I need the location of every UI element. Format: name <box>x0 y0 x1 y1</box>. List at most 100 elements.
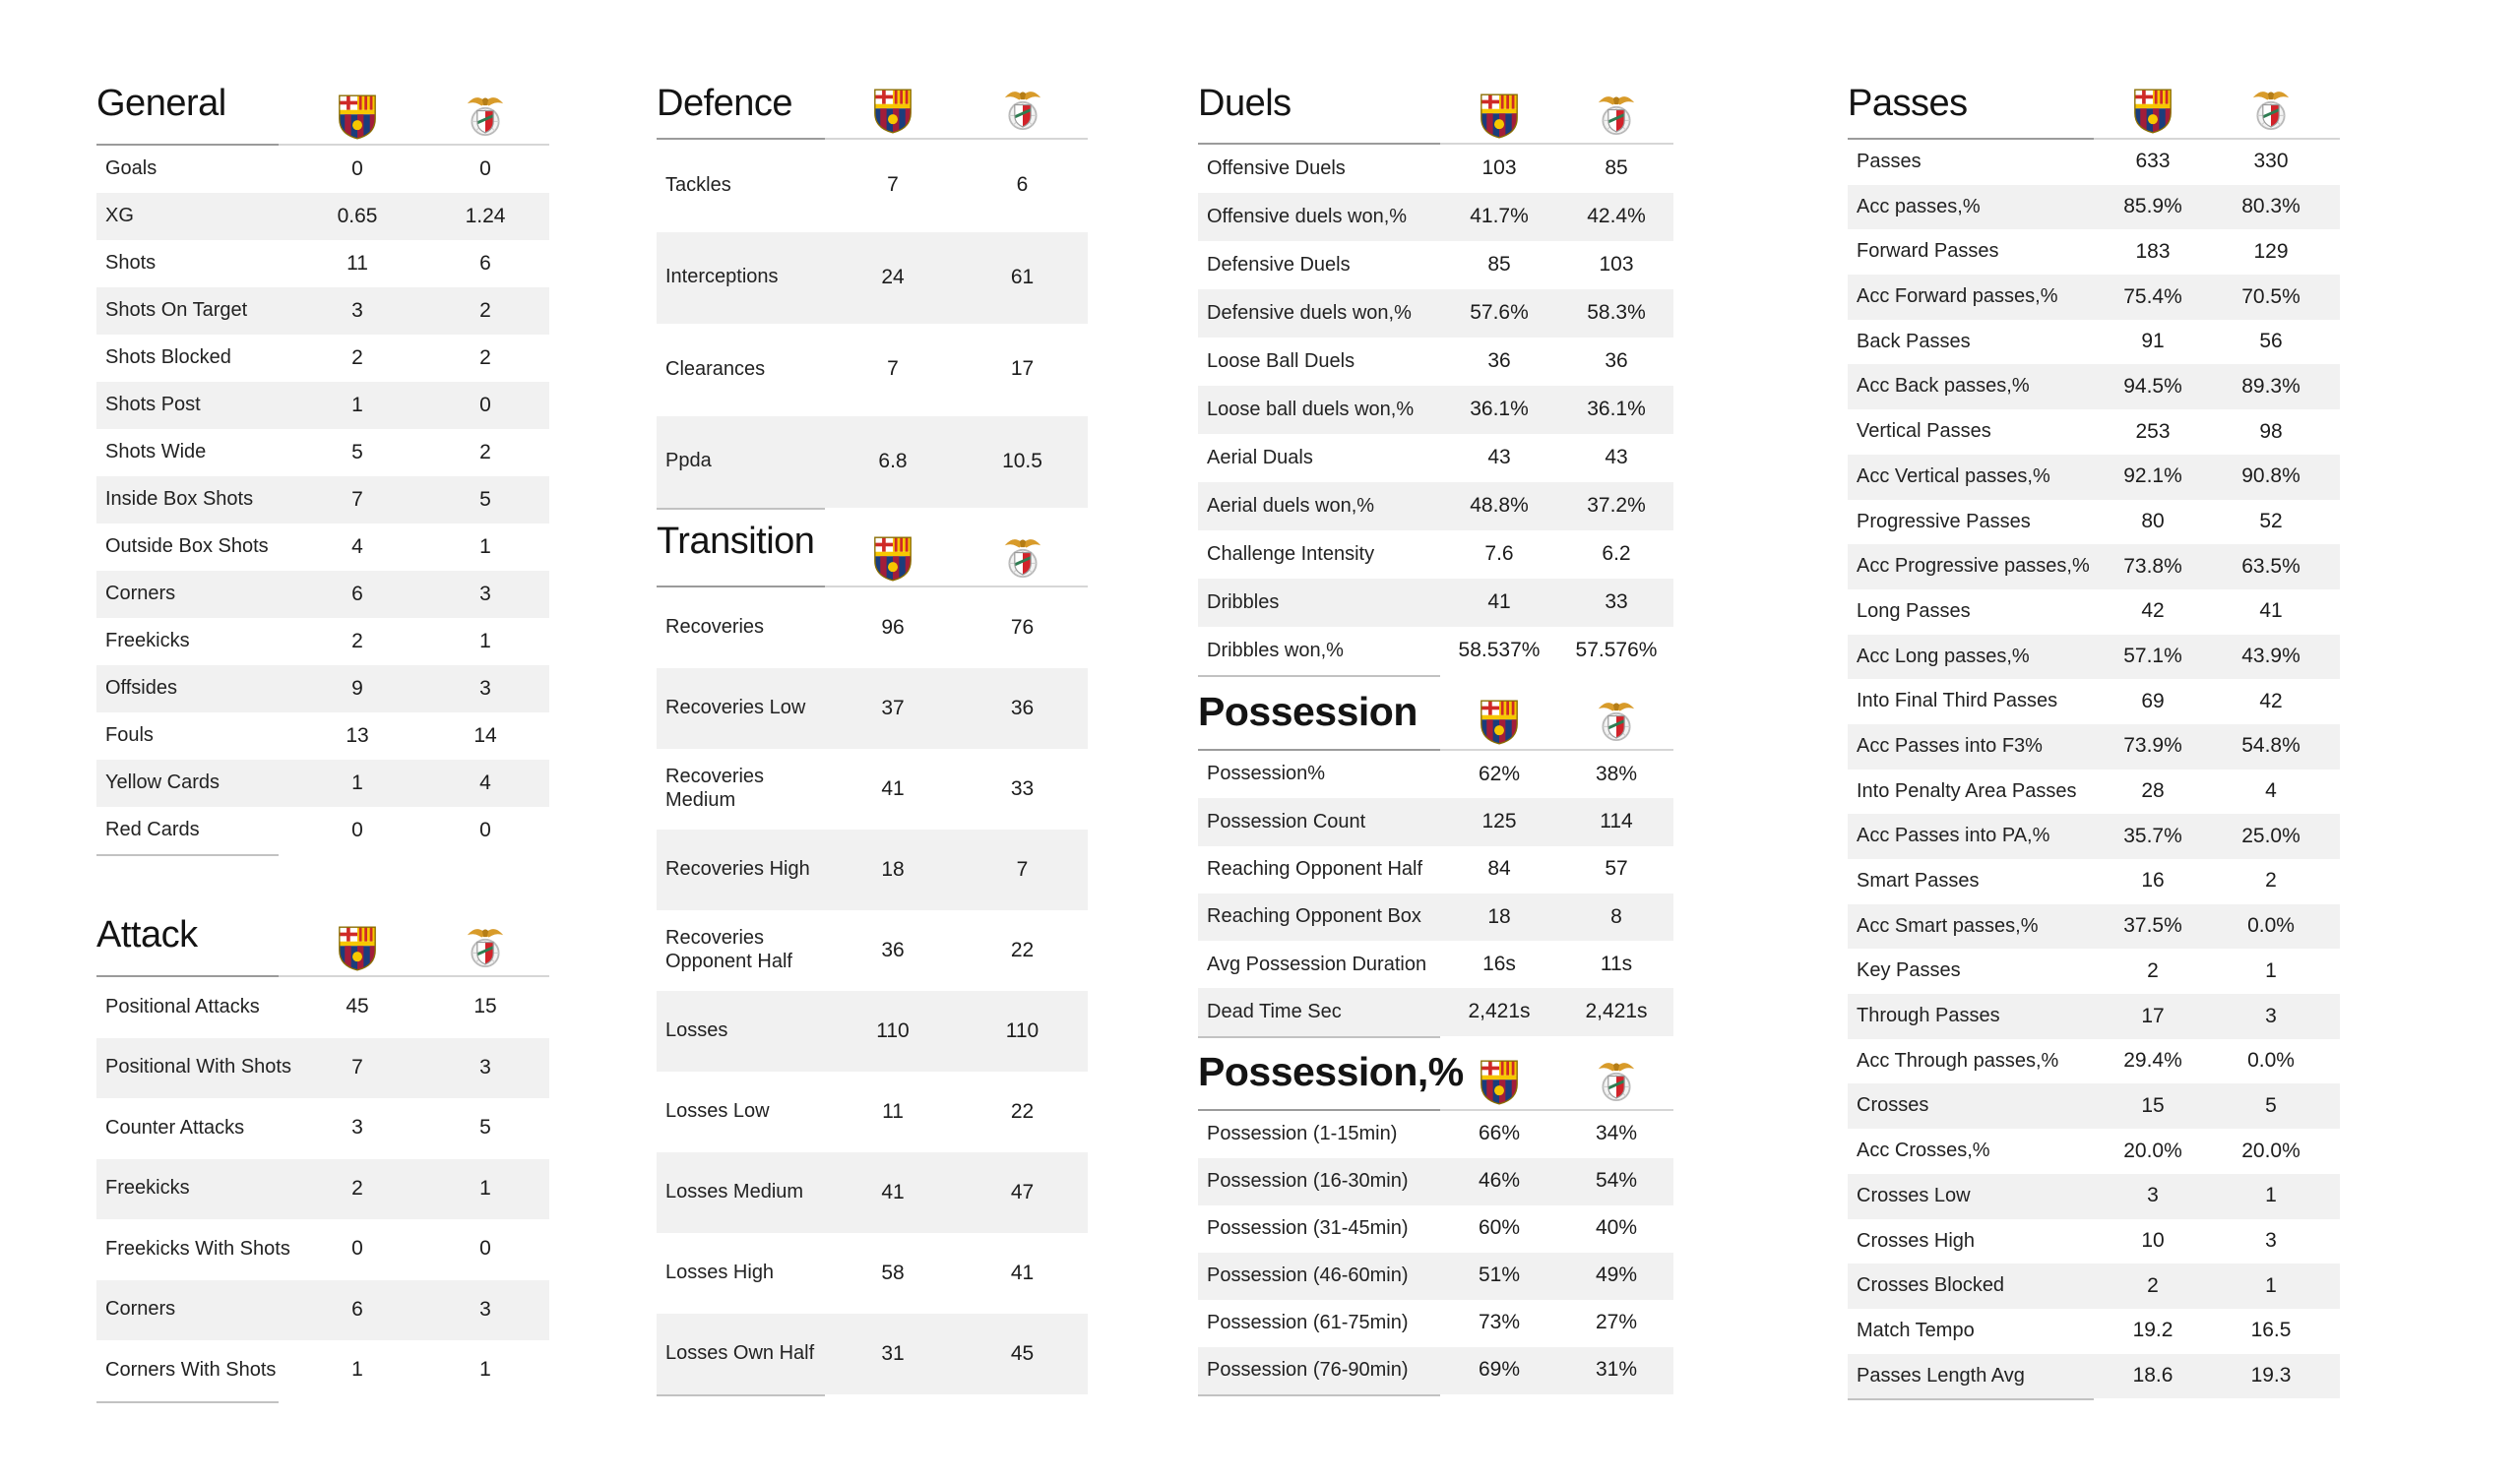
stat-value-home: 6.8 <box>878 449 908 472</box>
stat-label: Dribbles <box>1207 590 1280 613</box>
stat-row: Acc Progressive passes,% 73.8% 63.5% <box>1848 544 2340 589</box>
stat-value-home: 1 <box>351 771 363 794</box>
stat-row: Loose ball duels won,% 36.1% 36.1% <box>1198 386 1673 434</box>
stat-row: Shots Blocked 2 2 <box>96 335 549 382</box>
stat-row: Defensive Duels 85 103 <box>1198 241 1673 289</box>
section-title: Possession <box>1198 689 1418 734</box>
section-footer-line <box>96 1400 279 1403</box>
away-crest-slot <box>1559 1057 1673 1109</box>
away-crest-slot <box>957 533 1088 586</box>
stat-label: Freekicks <box>105 630 190 652</box>
section-rows: Offensive Duels 103 85 Offensive duels won,… <box>1198 145 1673 675</box>
stat-value-away: 0.0% <box>2247 914 2295 938</box>
stat-value-home: 48.8% <box>1470 494 1529 518</box>
stat-value-home: 2 <box>2147 1273 2159 1297</box>
stat-value-home: 3 <box>351 1116 363 1140</box>
section-header: General <box>96 83 549 146</box>
stat-row: Acc Long passes,% 57.1% 43.9% <box>1848 634 2340 680</box>
stat-row: Positional Attacks 45 15 <box>96 977 549 1038</box>
stat-label: Reaching Opponent Half <box>1207 857 1423 880</box>
stat-value-away: 22 <box>1010 938 1035 961</box>
stat-row: Progressive Passes 80 52 <box>1848 500 2340 545</box>
stat-label: Acc Through passes,% <box>1857 1049 2059 1072</box>
stat-label: Possession (1-15min) <box>1207 1122 1398 1144</box>
stat-value-home: 91 <box>2141 330 2165 353</box>
stat-value-away: 1.24 <box>465 204 506 227</box>
stat-label: Smart Passes <box>1857 870 1980 893</box>
stat-value-home: 2,421s <box>1468 1000 1531 1023</box>
stat-value-away: 5 <box>479 487 491 511</box>
stat-label: Loose ball duels won,% <box>1207 398 1415 420</box>
away-crest-slot <box>2202 86 2340 138</box>
section-footer-line <box>1198 1393 1440 1396</box>
stat-value-away: 41 <box>1010 1261 1035 1284</box>
stat-label: Aerial duels won,% <box>1207 494 1375 517</box>
stat-label: Shots <box>105 252 157 275</box>
stat-row: Recoveries Opponent Half 36 22 <box>657 910 1088 991</box>
stat-label: Possession (76-90min) <box>1207 1358 1409 1381</box>
stat-value-away: 1 <box>2265 958 2277 982</box>
stat-label: Passes Length Avg <box>1857 1364 2025 1387</box>
stat-value-away: 49% <box>1595 1264 1638 1287</box>
stat-row: Acc Vertical passes,% 92.1% 90.8% <box>1848 454 2340 500</box>
stat-label: Into Final Third Passes <box>1857 690 2058 712</box>
home-crest-slot <box>293 925 421 975</box>
stat-value-away: 2 <box>2265 869 2277 893</box>
stat-value-home: 69 <box>2141 689 2165 712</box>
away-crest-slot <box>421 92 549 144</box>
stat-value-home: 183 <box>2135 239 2171 263</box>
barcelona-crest-icon <box>2134 89 2172 134</box>
stat-value-home: 41 <box>1487 590 1511 614</box>
stat-value-away: 37.2% <box>1587 494 1646 518</box>
section-footer-line <box>1198 675 1440 677</box>
barcelona-crest-icon <box>1480 1060 1518 1105</box>
stat-value-home: 37.5% <box>2123 914 2182 938</box>
stat-value-away: 3 <box>479 676 491 700</box>
stat-row: Forward Passes 183 129 <box>1848 229 2340 275</box>
stat-value-home: 85.9% <box>2123 195 2182 218</box>
stat-value-away: 54.8% <box>2241 734 2300 758</box>
home-crest-slot <box>293 93 421 144</box>
stat-value-away: 36.1% <box>1587 398 1646 421</box>
home-crest-slot <box>1439 92 1559 143</box>
stat-label: Losses <box>665 1019 728 1042</box>
stat-value-home: 73.9% <box>2123 734 2182 758</box>
stat-row: Fouls 13 14 <box>96 712 549 760</box>
stat-row: Into Final Third Passes 69 42 <box>1848 679 2340 724</box>
stat-value-home: 16s <box>1482 952 1516 975</box>
stat-row: Corners 6 3 <box>96 1279 549 1340</box>
stat-value-away: 42 <box>2259 689 2283 712</box>
stats-column-4: Passes <box>1848 83 2340 1401</box>
stat-value-away: 10.5 <box>1002 449 1042 472</box>
section-possession_pct: Possession,% <box>1198 1050 1673 1396</box>
stat-value-home: 36 <box>1487 349 1511 373</box>
stat-value-away: 110 <box>1005 1018 1040 1042</box>
stat-label: Recoveries Medium <box>665 766 765 811</box>
stat-value-away: 2 <box>479 298 491 322</box>
stat-label: Shots On Target <box>105 299 248 322</box>
stat-value-home: 0 <box>351 818 363 841</box>
stat-label: Key Passes <box>1857 959 1961 982</box>
barcelona-crest-icon <box>874 89 912 134</box>
stat-value-away: 61 <box>1010 265 1035 288</box>
stat-value-away: 7 <box>1016 857 1029 881</box>
stat-label: Acc Forward passes,% <box>1857 285 2058 308</box>
stat-label: Red Cards <box>105 819 200 841</box>
stat-value-home: 42 <box>2141 599 2165 623</box>
stat-label: Acc Crosses,% <box>1857 1140 1990 1162</box>
stat-row: Key Passes 2 1 <box>1848 949 2340 994</box>
stat-label: Defensive Duels <box>1207 253 1351 276</box>
stat-row: Offensive duels won,% 41.7% 42.4% <box>1198 193 1673 241</box>
stat-value-home: 57.6% <box>1470 301 1529 325</box>
stat-value-home: 5 <box>351 440 363 463</box>
stat-value-away: 27% <box>1595 1311 1638 1334</box>
section-title: Passes <box>1848 83 1968 124</box>
section-title-cell: Possession <box>1198 689 1439 734</box>
stat-value-away: 1 <box>479 1358 491 1382</box>
stat-row: Challenge Intensity 7.6 6.2 <box>1198 530 1673 579</box>
stat-value-home: 92.1% <box>2123 464 2182 488</box>
stat-value-home: 2 <box>2147 958 2159 982</box>
barcelona-crest-icon <box>1480 700 1518 745</box>
stat-row: Crosses 15 5 <box>1848 1083 2340 1130</box>
stat-label: Counter Attacks <box>105 1116 245 1139</box>
